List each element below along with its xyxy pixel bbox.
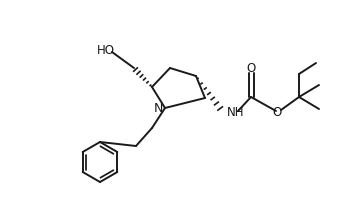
Text: N: N bbox=[153, 102, 163, 116]
Text: NH: NH bbox=[227, 105, 245, 119]
Text: O: O bbox=[272, 105, 282, 119]
Text: HO: HO bbox=[97, 44, 115, 58]
Text: O: O bbox=[246, 61, 256, 75]
